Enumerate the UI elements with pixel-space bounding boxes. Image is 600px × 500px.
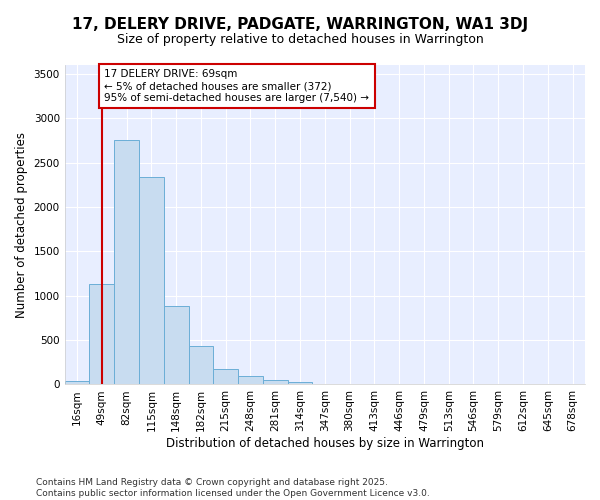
Bar [238,376,263,384]
Bar [214,369,238,384]
Bar [89,284,114,384]
Text: 17, DELERY DRIVE, PADGATE, WARRINGTON, WA1 3DJ: 17, DELERY DRIVE, PADGATE, WARRINGTON, W… [72,18,528,32]
Bar [164,306,188,384]
Bar [139,177,164,384]
Text: 17 DELERY DRIVE: 69sqm
← 5% of detached houses are smaller (372)
95% of semi-det: 17 DELERY DRIVE: 69sqm ← 5% of detached … [104,70,370,102]
Bar [65,381,89,384]
X-axis label: Distribution of detached houses by size in Warrington: Distribution of detached houses by size … [166,437,484,450]
Y-axis label: Number of detached properties: Number of detached properties [15,132,28,318]
Bar [263,380,287,384]
Bar [287,382,313,384]
Bar [114,140,139,384]
Text: Contains HM Land Registry data © Crown copyright and database right 2025.
Contai: Contains HM Land Registry data © Crown c… [36,478,430,498]
Bar [188,346,214,385]
Text: Size of property relative to detached houses in Warrington: Size of property relative to detached ho… [116,32,484,46]
